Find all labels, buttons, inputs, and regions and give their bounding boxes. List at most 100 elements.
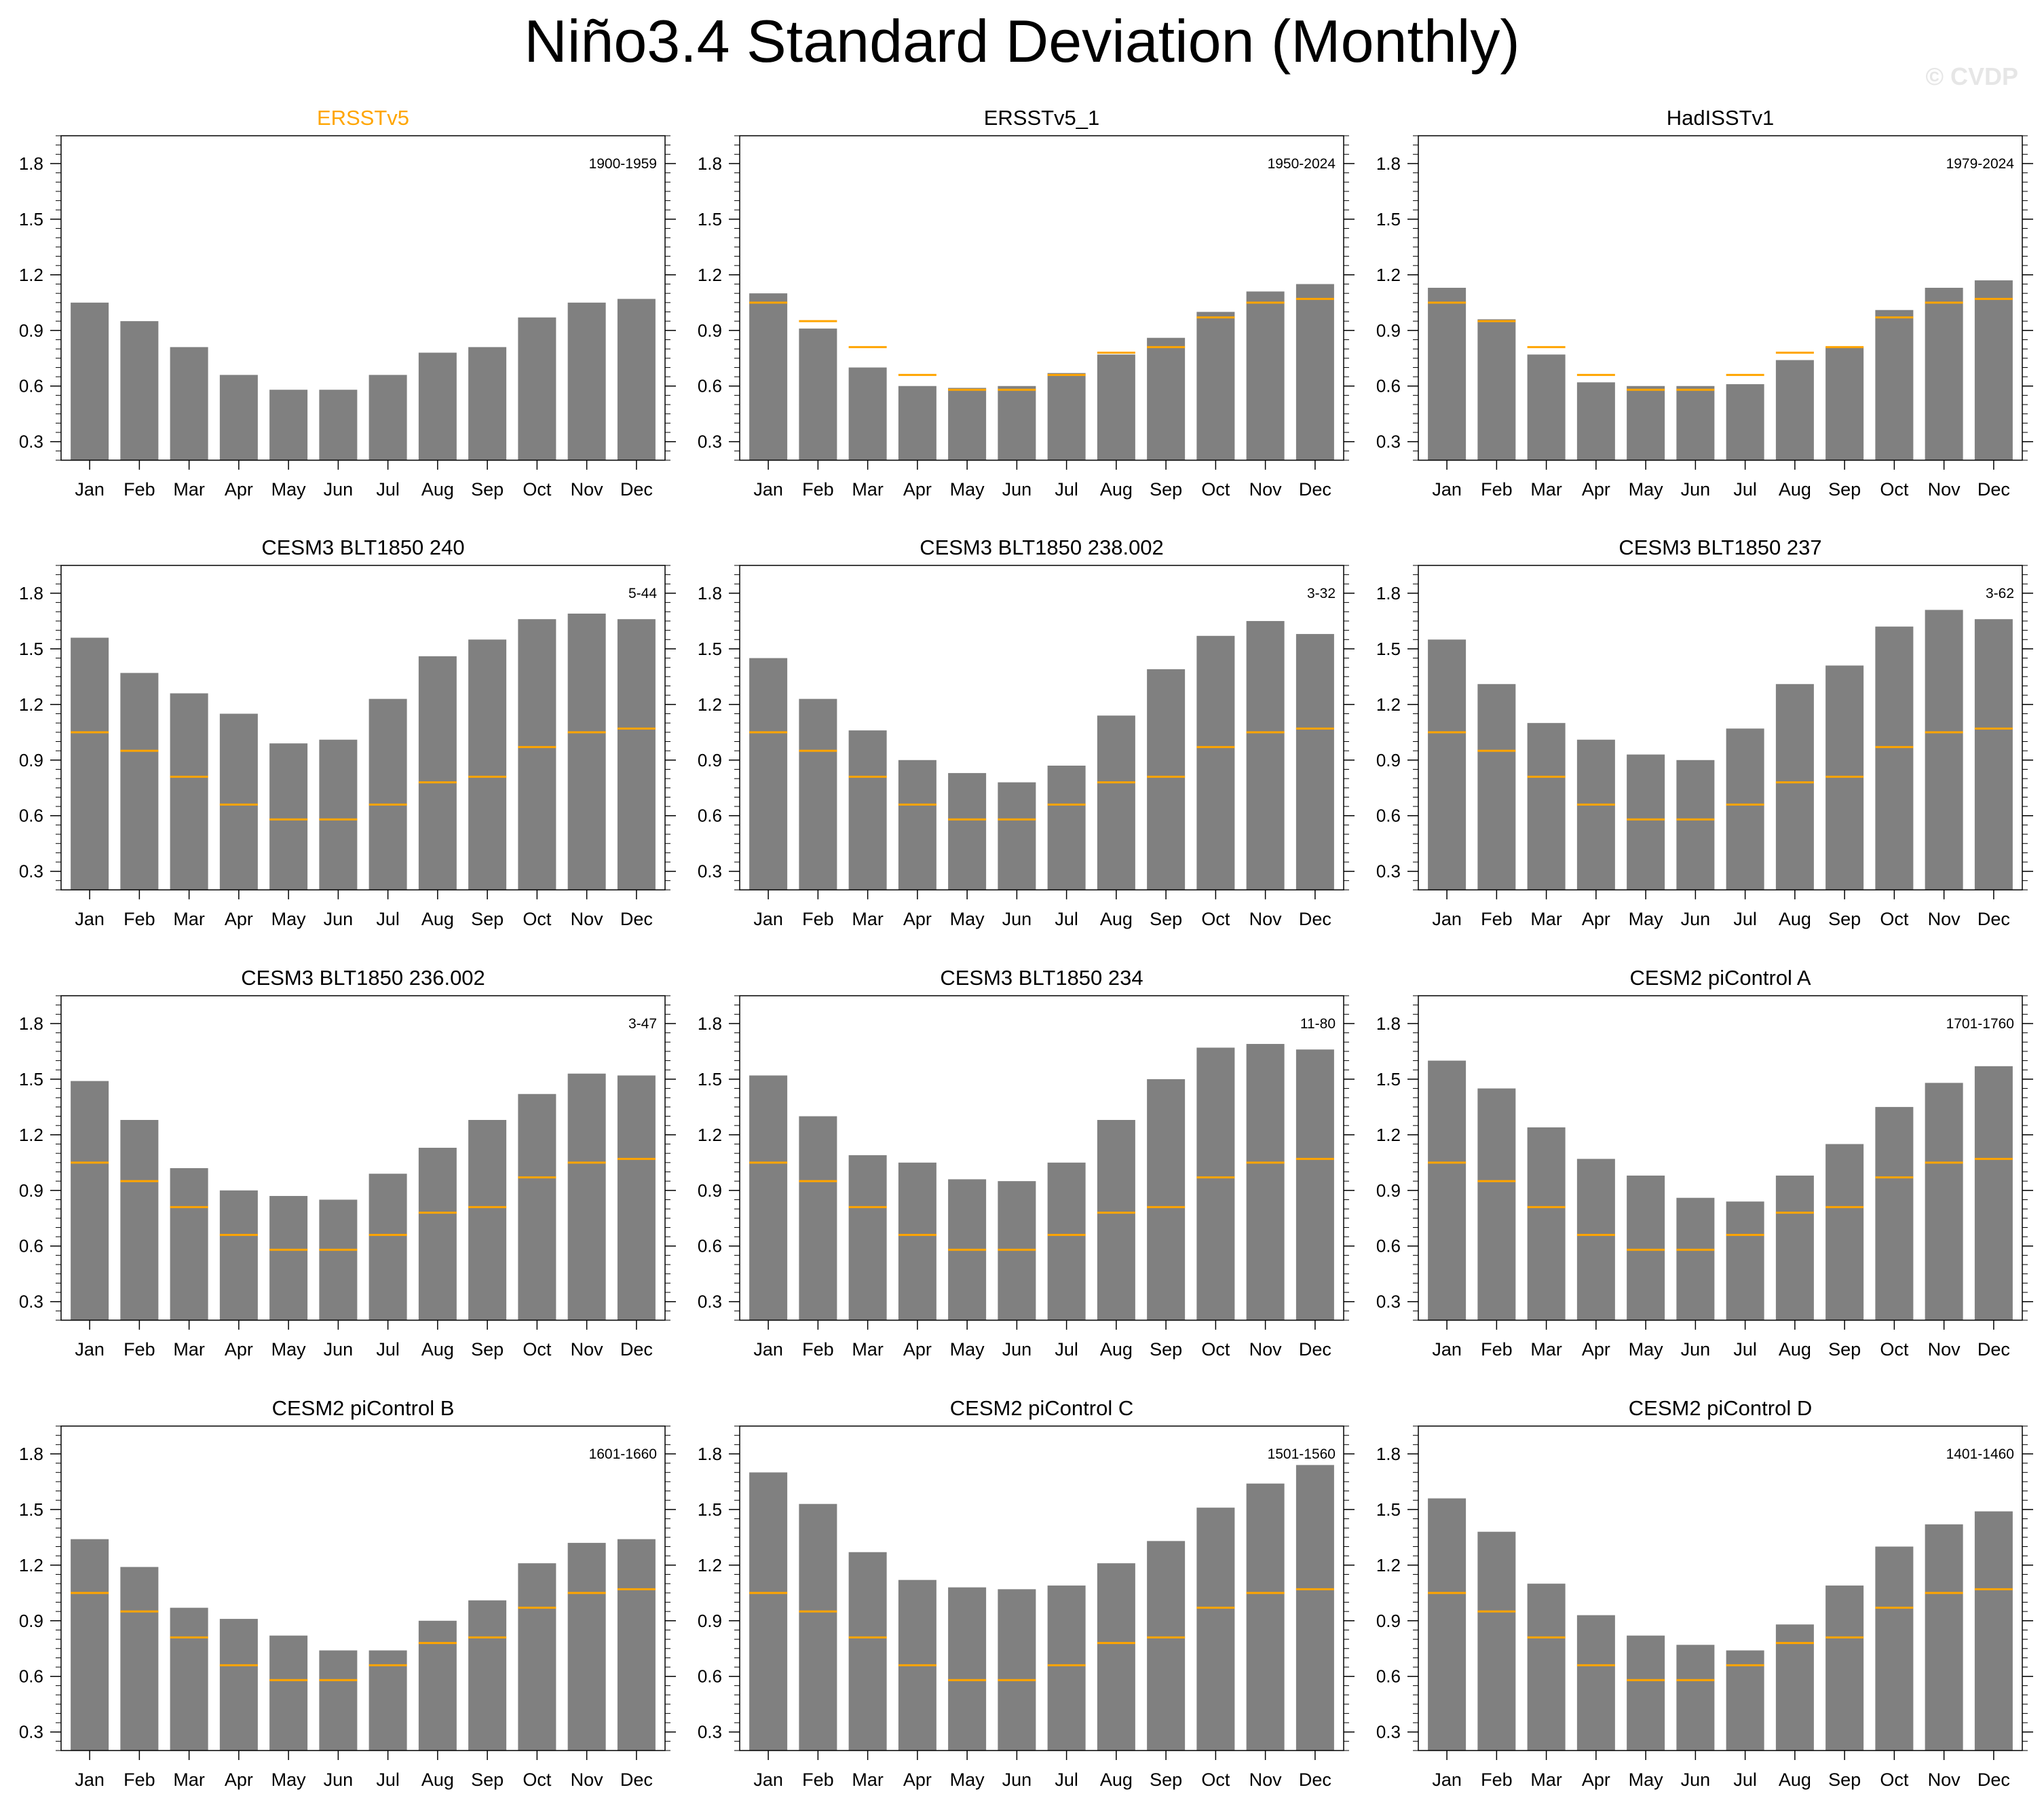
bar-mar: [1527, 723, 1566, 890]
bar-nov: [1246, 620, 1285, 890]
bar-jan: [749, 658, 788, 890]
x-tick-label-apr: Apr: [903, 1770, 932, 1790]
bar-oct: [1875, 310, 1914, 460]
x-tick-label-mar: Mar: [1530, 479, 1562, 500]
x-tick-label-jan: Jan: [1432, 1339, 1462, 1360]
x-tick-label-oct: Oct: [1880, 1770, 1909, 1790]
x-tick-label-feb: Feb: [124, 1770, 155, 1790]
x-tick-label-aug: Aug: [1779, 1339, 1811, 1360]
bar-nov: [567, 614, 606, 890]
bar-feb: [799, 1503, 837, 1751]
bar-oct: [1875, 1106, 1914, 1320]
bar-mar: [1527, 354, 1566, 460]
x-tick-label-apr: Apr: [1582, 479, 1610, 500]
bar-apr: [898, 760, 936, 890]
x-tick-label-feb: Feb: [1481, 1339, 1513, 1360]
period-label: 1501-1560: [1268, 1446, 1336, 1462]
x-tick-label-aug: Aug: [1100, 1770, 1133, 1790]
y-tick-label: 0.6: [19, 1236, 43, 1256]
x-tick-label-jun: Jun: [1681, 479, 1711, 500]
y-tick-label: 1.5: [698, 1499, 722, 1520]
x-tick-label-jul: Jul: [1733, 909, 1757, 929]
y-tick-label: 1.8: [19, 1444, 43, 1464]
bar-jun: [1676, 760, 1715, 890]
panel-7: CESM3 BLT1850 236.002 0.3 0.6 0.9 1.2 1.5 1.8 J…: [19, 966, 676, 1360]
x-tick-label-mar: Mar: [173, 909, 205, 929]
panel-8: CESM3 BLT1850 234 0.3 0.6 0.9 1.2 1.5 1.8 Jan Fe…: [698, 966, 1355, 1360]
plot-frame: [60, 135, 666, 461]
plot-frame: [1418, 995, 2023, 1321]
x-tick-label-may: May: [950, 479, 985, 500]
x-tick-label-jun: Jun: [1681, 1770, 1711, 1790]
bar-oct: [1196, 312, 1235, 460]
x-tick-label-oct: Oct: [523, 909, 552, 929]
bar-may: [269, 390, 308, 460]
x-tick-label-jul: Jul: [376, 479, 400, 500]
page-title: Niño3.4 Standard Deviation (Monthly): [524, 7, 1520, 75]
y-tick-label: 1.2: [698, 694, 722, 715]
y-tick-label: 0.9: [19, 1180, 43, 1201]
x-tick-label-feb: Feb: [1481, 479, 1513, 500]
x-tick-label-dec: Dec: [620, 479, 653, 500]
x-tick-label-jun: Jun: [1002, 1770, 1032, 1790]
bar-nov: [1246, 1044, 1285, 1320]
y-tick-label: 0.9: [19, 320, 43, 341]
y-tick-label: 0.6: [1376, 376, 1401, 396]
y-tick-label: 0.6: [698, 1666, 722, 1687]
bar-feb: [1477, 1088, 1516, 1320]
x-tick-label-jan: Jan: [1432, 1770, 1462, 1790]
plot-frame: [739, 1425, 1344, 1751]
bar-jun: [1676, 386, 1715, 460]
period-label: 11-80: [1300, 1016, 1336, 1032]
x-tick-label-dec: Dec: [1299, 1339, 1331, 1360]
y-tick-label: 0.6: [19, 806, 43, 826]
bar-apr: [219, 713, 258, 890]
bar-aug: [418, 1147, 457, 1320]
x-tick-label-dec: Dec: [1977, 1339, 2010, 1360]
x-tick-label-apr: Apr: [903, 1339, 932, 1360]
x-tick-label-jul: Jul: [1055, 1770, 1078, 1790]
x-tick-label-may: May: [1629, 479, 1664, 500]
x-tick-label-oct: Oct: [1201, 1770, 1230, 1790]
x-tick-label-feb: Feb: [124, 479, 155, 500]
x-tick-label-may: May: [950, 909, 985, 929]
period-label: 3-62: [1986, 586, 2014, 601]
bar-aug: [1097, 354, 1135, 460]
x-tick-label-sep: Sep: [1150, 1770, 1182, 1790]
period-label: 1401-1460: [1946, 1446, 2014, 1462]
bar-jun: [998, 782, 1036, 890]
x-tick-label-mar: Mar: [1530, 1770, 1562, 1790]
bar-mar: [1527, 1584, 1566, 1751]
x-tick-label-jul: Jul: [1733, 1339, 1757, 1360]
y-tick-label: 0.9: [1376, 320, 1401, 341]
bar-dec: [1974, 619, 2013, 890]
x-tick-label-mar: Mar: [852, 1770, 884, 1790]
y-tick-label: 1.5: [1376, 209, 1401, 229]
bar-oct: [1196, 635, 1235, 890]
bar-jun: [319, 1199, 358, 1320]
x-tick-label-dec: Dec: [1977, 479, 2010, 500]
x-tick-label-sep: Sep: [471, 1339, 504, 1360]
bar-oct: [1196, 1508, 1235, 1751]
y-tick-label: 1.8: [19, 153, 43, 174]
bar-sep: [1825, 1144, 1864, 1320]
y-tick-label: 1.8: [19, 1013, 43, 1034]
bar-mar: [170, 1168, 208, 1320]
bar-jan: [71, 1081, 109, 1320]
x-tick-label-sep: Sep: [1828, 909, 1861, 929]
bar-jul: [1047, 1585, 1086, 1751]
y-tick-label: 1.8: [698, 583, 722, 603]
y-tick-label: 1.2: [1376, 1555, 1401, 1575]
bar-nov: [1925, 1083, 1963, 1320]
bar-feb: [120, 1567, 159, 1751]
panel-9: CESM2 piControl A 0.3 0.6 0.9 1.2 1.5 1.8 Jan Fe…: [1376, 966, 2033, 1360]
y-tick-label: 0.3: [19, 1292, 43, 1312]
plot-frame: [739, 995, 1344, 1321]
x-tick-label-apr: Apr: [225, 1770, 253, 1790]
x-tick-label-jul: Jul: [1055, 909, 1078, 929]
y-tick-label: 0.6: [19, 1666, 43, 1687]
y-tick-label: 0.6: [698, 806, 722, 826]
x-tick-label-jan: Jan: [753, 479, 783, 500]
bar-aug: [1775, 1624, 1814, 1751]
y-tick-label: 0.3: [1376, 1292, 1401, 1312]
